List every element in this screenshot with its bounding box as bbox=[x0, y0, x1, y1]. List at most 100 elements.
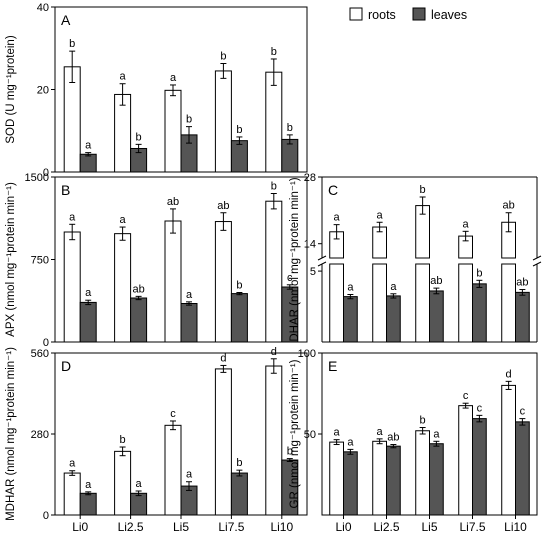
x-tick-label: Li5 bbox=[421, 520, 437, 534]
significance-letter: a bbox=[69, 211, 76, 223]
bar-roots bbox=[214, 368, 232, 516]
significance-letter: ab bbox=[132, 283, 144, 295]
panel-label: B bbox=[61, 182, 70, 198]
bar-roots bbox=[164, 220, 182, 343]
significance-letter: b bbox=[271, 181, 277, 193]
significance-letter: d bbox=[506, 368, 512, 380]
bar-leaves bbox=[230, 293, 248, 343]
bar-leaves bbox=[386, 445, 401, 516]
bar-leaves bbox=[386, 295, 401, 343]
significance-letter: a bbox=[186, 469, 193, 481]
bar-roots bbox=[265, 71, 283, 173]
y-axis-label: APX (nmol mg⁻¹protein min⁻¹) bbox=[5, 182, 17, 337]
bar-roots bbox=[214, 70, 232, 173]
significance-letter: b bbox=[271, 46, 277, 58]
significance-letter: a bbox=[347, 436, 354, 448]
axis-break-mark bbox=[317, 261, 327, 267]
bar-roots bbox=[164, 89, 182, 173]
significance-letter: a bbox=[334, 212, 341, 224]
y-tick-label: 0 bbox=[43, 337, 49, 349]
panel-label: A bbox=[61, 12, 71, 28]
legend-label-roots: roots bbox=[368, 8, 396, 22]
significance-letter: a bbox=[186, 289, 193, 301]
significance-letter: a bbox=[69, 458, 76, 470]
bar-roots bbox=[265, 200, 283, 343]
legend-swatch-leaves bbox=[412, 7, 426, 21]
bar-roots bbox=[114, 450, 132, 516]
significance-letter: c bbox=[170, 408, 176, 420]
bar-leaves bbox=[429, 443, 444, 516]
significance-letter: b bbox=[220, 51, 226, 63]
bar-roots bbox=[329, 441, 344, 516]
bar-roots bbox=[372, 263, 387, 343]
bar-leaves bbox=[230, 472, 248, 516]
bar-roots bbox=[63, 231, 81, 343]
x-tick-label: Li7.5 bbox=[459, 520, 485, 534]
bar-leaves bbox=[472, 283, 487, 343]
significance-letter: b bbox=[69, 38, 75, 50]
bar-roots bbox=[63, 472, 81, 516]
y-axis-label: DHAR (nmol mg⁻¹protein min⁻¹) bbox=[289, 177, 301, 341]
y-tick-label: 1500 bbox=[25, 172, 49, 184]
panel-A: SOD (U mg⁻¹protein) A 0 20 40 b a a b b a b b b b roots… bbox=[5, 2, 467, 179]
significance-letter: b bbox=[236, 280, 242, 292]
y-tick-label: 560 bbox=[31, 348, 49, 360]
bar-roots bbox=[329, 263, 344, 343]
significance-letter: a bbox=[463, 218, 470, 230]
bar-roots bbox=[114, 93, 132, 173]
significance-letter: b bbox=[287, 122, 293, 134]
bar-roots bbox=[214, 221, 232, 343]
significance-letter: a bbox=[85, 287, 92, 299]
y-tick-label: 750 bbox=[31, 255, 49, 267]
significance-letter: b bbox=[476, 267, 482, 279]
x-tick-label: Li2.5 bbox=[373, 520, 399, 534]
significance-letter: ab bbox=[387, 432, 399, 444]
significance-letter: b bbox=[420, 184, 426, 196]
bar-leaves bbox=[79, 301, 97, 343]
significance-letter: b bbox=[120, 434, 126, 446]
y-tick-label: 5 bbox=[310, 266, 316, 278]
significance-letter: a bbox=[170, 72, 177, 84]
bar-leaves bbox=[343, 451, 358, 516]
significance-letter: a bbox=[85, 140, 92, 152]
significance-letter: c bbox=[477, 402, 483, 414]
y-tick-label: 20 bbox=[37, 85, 49, 97]
significance-letter: a bbox=[85, 479, 92, 491]
significance-letter: ab bbox=[167, 196, 179, 208]
y-tick-label: 14 bbox=[304, 239, 316, 251]
bar-leaves bbox=[429, 290, 444, 343]
bar-leaves bbox=[180, 303, 198, 343]
bar-leaves bbox=[79, 492, 97, 516]
bar-roots bbox=[501, 263, 516, 343]
x-tick-label: Li0 bbox=[72, 520, 88, 534]
significance-letter: d bbox=[220, 352, 226, 364]
significance-letter: a bbox=[390, 281, 397, 293]
bar-roots bbox=[164, 424, 182, 516]
bar-roots bbox=[458, 263, 473, 343]
y-tick-label: 280 bbox=[31, 429, 49, 441]
legend-swatch-roots bbox=[349, 7, 363, 21]
significance-letter: b bbox=[420, 415, 426, 427]
y-tick-label: 28 bbox=[304, 172, 316, 184]
significance-letter: b bbox=[186, 114, 192, 126]
x-tick-label: Li0 bbox=[335, 520, 351, 534]
x-tick-label: Li2.5 bbox=[118, 520, 144, 534]
bar-roots bbox=[501, 384, 516, 516]
y-tick-label: 100 bbox=[298, 348, 316, 360]
significance-letter: ab bbox=[502, 200, 514, 212]
significance-letter: d bbox=[271, 346, 277, 358]
y-tick-label: 0 bbox=[43, 510, 49, 522]
bar-leaves bbox=[130, 492, 148, 516]
x-tick-label: Li10 bbox=[504, 520, 527, 534]
y-tick-label: 0 bbox=[43, 167, 49, 179]
x-tick-label: Li10 bbox=[270, 520, 293, 534]
significance-letter: ab bbox=[217, 200, 229, 212]
legend: roots leaves bbox=[349, 7, 467, 22]
significance-letter: a bbox=[120, 71, 127, 83]
axis-break-mark bbox=[532, 261, 542, 267]
axis-break-mark bbox=[532, 255, 542, 261]
y-axis-label: MDHAR (nmol mg⁻¹protein min⁻¹) bbox=[5, 347, 17, 521]
y-tick-label: 50 bbox=[304, 429, 316, 441]
